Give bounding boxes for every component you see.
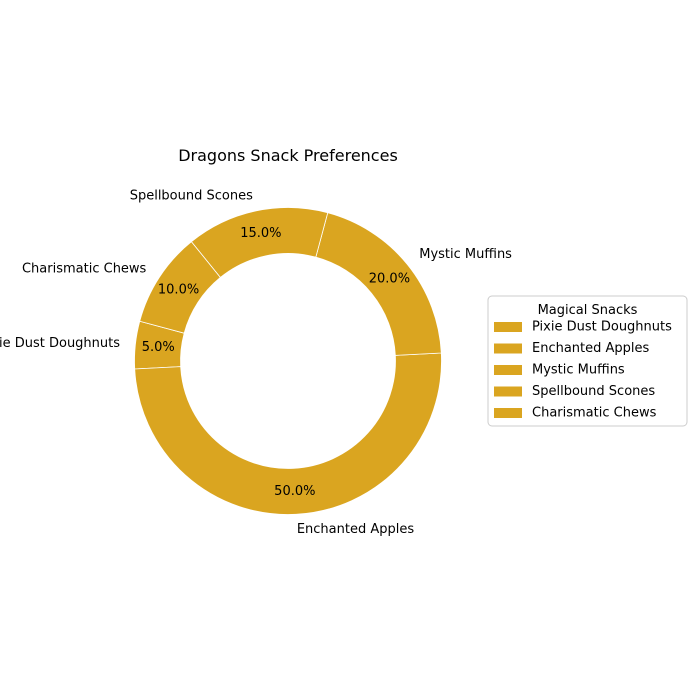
legend-swatch-charismatic-chews	[494, 408, 522, 418]
category-label-charismatic-chews: Charismatic Chews	[22, 262, 147, 277]
slice-labels: 5.0% Pixie Dust Doughnuts 50.0% Enchanted A…	[0, 188, 512, 537]
legend-label-spellbound-scones: Spellbound Scones	[532, 384, 655, 399]
pct-label-enchanted-apples: 50.0%	[274, 484, 315, 499]
chart-title: Dragons Snack Preferences	[178, 146, 398, 165]
pct-label-mystic-muffins: 20.0%	[369, 271, 410, 286]
legend-swatch-enchanted-apples	[494, 343, 522, 354]
legend: Magical Snacks Pixie Dust Doughnuts Encha…	[487, 295, 688, 427]
pct-label-charismatic-chews: 10.0%	[158, 282, 199, 297]
category-label-spellbound-scones: Spellbound Scones	[130, 188, 253, 203]
legend-label-pixie-dust-doughnuts: Pixie Dust Doughnuts	[532, 320, 672, 335]
legend-label-enchanted-apples: Enchanted Apples	[532, 341, 650, 356]
category-label-enchanted-apples: Enchanted Apples	[297, 522, 415, 537]
category-label-pixie-dust-doughnuts: Pixie Dust Doughnuts	[0, 336, 120, 351]
legend-swatch-pixie-dust-doughnuts	[494, 322, 522, 332]
category-label-mystic-muffins: Mystic Muffins	[419, 247, 512, 262]
legend-title: Magical Snacks	[538, 303, 638, 318]
legend-entries: Pixie Dust Doughnuts Enchanted Apples Myst…	[494, 320, 672, 421]
slice-enchanted-apples	[134, 352, 442, 515]
legend-swatch-mystic-muffins	[494, 365, 522, 375]
slice-charismatic-chews	[139, 241, 221, 334]
legend-swatch-spellbound-scones	[494, 386, 522, 397]
legend-label-mystic-muffins: Mystic Muffins	[532, 363, 625, 378]
pct-label-pixie-dust-doughnuts: 5.0%	[142, 340, 175, 355]
legend-label-charismatic-chews: Charismatic Chews	[532, 406, 657, 421]
pct-label-spellbound-scones: 15.0%	[240, 226, 281, 241]
donut-slices	[134, 207, 442, 515]
legend-frame	[487, 295, 688, 427]
